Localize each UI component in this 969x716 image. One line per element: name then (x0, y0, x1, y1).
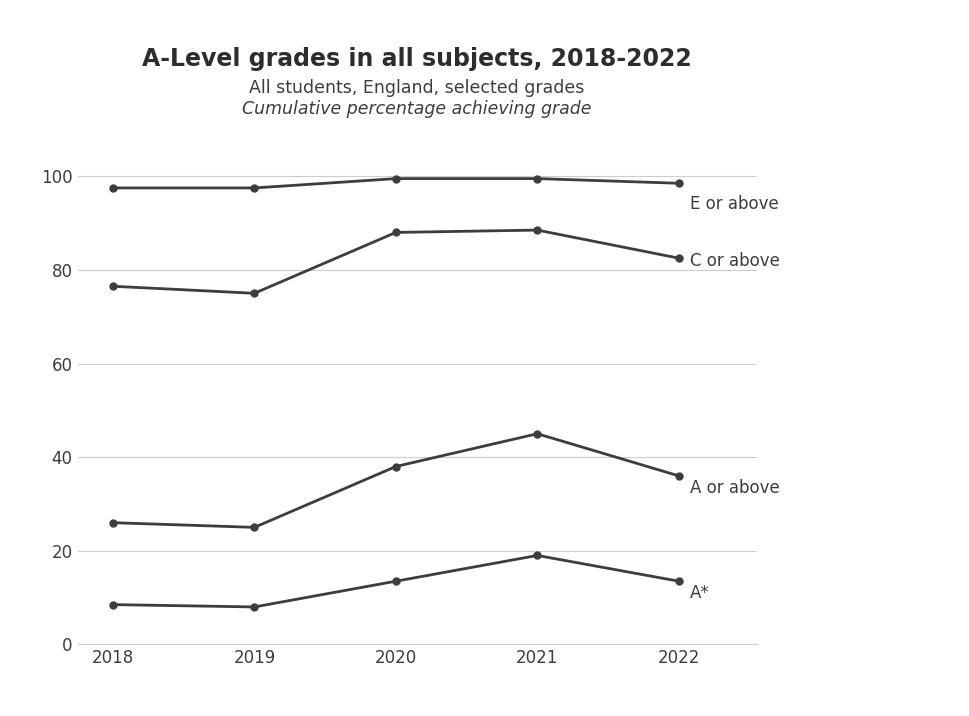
Text: All students, England, selected grades: All students, England, selected grades (249, 79, 584, 97)
Text: E or above: E or above (689, 195, 778, 213)
Text: A*: A* (689, 584, 709, 602)
Text: Cumulative percentage achieving grade: Cumulative percentage achieving grade (242, 100, 591, 118)
Text: A-Level grades in all subjects, 2018-2022: A-Level grades in all subjects, 2018-202… (142, 47, 691, 71)
Text: C or above: C or above (689, 251, 779, 269)
Text: A or above: A or above (689, 478, 779, 497)
